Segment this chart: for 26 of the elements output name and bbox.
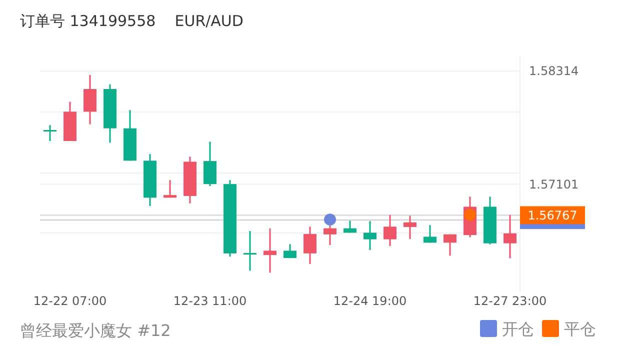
candlestick	[504, 214, 516, 260]
text: 曾经最爱小魔女 #12	[20, 321, 171, 340]
candlestick	[404, 214, 416, 240]
candlestick	[284, 243, 296, 259]
candlestick	[84, 74, 96, 126]
ref-line-label: 1.56767	[528, 208, 578, 222]
candlestick	[424, 224, 436, 244]
y-tick-label: 1.57101	[529, 177, 579, 192]
chart-title: 订单号 134199558 EUR/AUD	[20, 12, 244, 30]
x-tick-label: 12-24 19:00	[333, 294, 407, 308]
x-tick-label: 12-22 07:00	[33, 294, 107, 308]
candlestick	[44, 124, 56, 142]
legend-label: 平仓	[564, 320, 596, 339]
candlestick	[244, 230, 256, 272]
x-tick-label: 12-27 23:00	[473, 294, 547, 308]
candlestick	[204, 140, 216, 187]
candlestick	[304, 226, 316, 265]
candlestick	[164, 179, 176, 198]
x-tick-label: 12-23 11:00	[173, 294, 247, 308]
candlestick	[264, 228, 276, 274]
candlestick	[344, 220, 356, 234]
candlestick	[444, 234, 456, 256]
y-tick-label: 1.58314	[529, 64, 579, 78]
legend-label: 开仓	[502, 320, 534, 339]
candlestick	[364, 220, 376, 251]
candlestick	[384, 214, 396, 247]
